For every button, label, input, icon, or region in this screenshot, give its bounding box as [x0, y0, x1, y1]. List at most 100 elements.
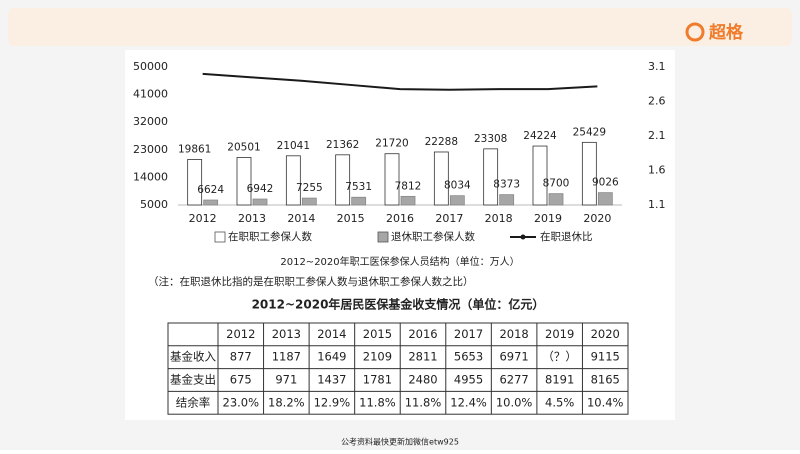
bar [581, 141, 597, 206]
table-cell: 11.8% [359, 395, 396, 409]
table: 2012 2013 2014 2015 2016 2017 2018 2019 2020 基金收入… [167, 322, 629, 415]
table-cell: 1437 [317, 373, 346, 387]
data-label: 8373 [493, 179, 520, 191]
table-cell: 8165 [591, 373, 620, 387]
x-tick-label: 2020 [583, 212, 611, 225]
row-label: 基金收入 [170, 350, 216, 364]
y2-tick-label: 3.1 [648, 60, 666, 73]
table-header: 2014 [317, 327, 346, 341]
table-cell: 6971 [499, 350, 528, 364]
bar [285, 155, 301, 206]
x-tick-label: 2018 [485, 212, 513, 225]
table-header: 2020 [591, 327, 620, 341]
table-cell: 1781 [363, 373, 392, 387]
x-tick-label: 2019 [534, 212, 562, 225]
table-header: 2015 [363, 327, 392, 341]
data-label: 23308 [474, 133, 507, 145]
y2-tick-label: 1.6 [648, 164, 666, 177]
chart-note: （注：在职退休比指的是在职职工参保人数与退休职工参保人数之比） [148, 275, 474, 288]
brand: 超格 [709, 22, 744, 43]
bar [187, 159, 203, 206]
data-label: 19861 [178, 143, 211, 155]
bar [335, 154, 351, 206]
table-cell: 9115 [591, 350, 620, 364]
table-header: 2012 [226, 327, 255, 341]
legend-swatch [214, 231, 226, 243]
table-header: 2016 [408, 327, 437, 341]
chart-caption: 2012~2020年职工医保参保人员结构（单位：万人） [280, 255, 519, 268]
data-label: 9026 [592, 177, 619, 189]
bar [548, 193, 564, 206]
row-label: 基金支出 [170, 373, 216, 387]
table-cell: 971 [275, 373, 297, 387]
table-cell: 6277 [499, 373, 528, 387]
bar [351, 196, 367, 206]
table-cell: 23.0% [223, 395, 260, 409]
table-cell: 10.0% [496, 395, 533, 409]
data-label: 7255 [296, 182, 323, 194]
table-header: 2018 [499, 327, 528, 341]
table-cell: 11.8% [405, 395, 442, 409]
table-cell: 675 [230, 373, 252, 387]
legend-swatch [377, 231, 389, 243]
table-cell: 12.9% [314, 395, 351, 409]
bar [449, 195, 465, 206]
x-tick-label: 2012 [189, 212, 217, 225]
bar [483, 148, 499, 206]
y-tick-label: 32000 [133, 115, 168, 128]
table-cell: 2811 [408, 350, 437, 364]
data-label: 7812 [395, 180, 422, 192]
table-cell: （？） [542, 350, 577, 364]
data-label: 7531 [345, 181, 372, 193]
legend-label: 在职退休比 [540, 230, 593, 243]
table-cell: 10.4% [587, 395, 624, 409]
x-tick-label: 2013 [238, 212, 266, 225]
bar [203, 199, 219, 206]
x-tick-label: 2015 [337, 212, 365, 225]
data-label: 8700 [543, 178, 570, 190]
chart: 5000 14000 23000 32000 41000 50000 1.1 1.6 2.1 2.… [133, 60, 666, 243]
y-tick-label: 14000 [133, 170, 168, 183]
data-label: 6624 [197, 184, 224, 196]
bar [499, 194, 515, 206]
y-tick-label: 5000 [140, 198, 168, 211]
data-label: 21362 [326, 139, 359, 151]
data-label: 20501 [227, 141, 260, 153]
table-cell: 2480 [408, 373, 437, 387]
bar [597, 192, 613, 206]
table-cell: 12.4% [450, 395, 487, 409]
line [202, 72, 598, 91]
y2-tick-label: 1.1 [648, 198, 666, 211]
brand-icon [685, 22, 705, 42]
table-cell: 1649 [317, 350, 346, 364]
y-tick-label: 50000 [133, 60, 168, 73]
table-cell: 2109 [363, 350, 392, 364]
data-label: 6942 [247, 183, 274, 195]
table-cell: 18.2% [268, 395, 305, 409]
row-label: 结余率 [176, 395, 211, 409]
bar [236, 157, 252, 206]
data-label: 22288 [425, 136, 458, 148]
footer: 公考资料最快更新加微信etw925 [341, 437, 459, 447]
table-title: 2012~2020年居民医保基金收支情况（单位：亿元） [252, 297, 545, 312]
bar [433, 151, 449, 206]
x-tick-label: 2017 [435, 212, 463, 225]
bar [400, 195, 416, 206]
legend-label: 退休职工参保人数 [391, 230, 475, 243]
table-cell: 4955 [454, 373, 483, 387]
data-label: 25429 [573, 126, 606, 138]
x-tick-label: 2014 [287, 212, 315, 225]
table-cell: 8191 [545, 373, 574, 387]
table-cell: 4.5% [545, 395, 574, 409]
data-label: 21041 [277, 140, 310, 152]
y2-tick-label: 2.6 [648, 95, 666, 108]
legend-marker [520, 234, 526, 240]
y2-tick-label: 2.1 [648, 129, 666, 142]
legend-label: 在职职工参保人数 [228, 230, 312, 243]
data-label: 24224 [523, 130, 557, 142]
table-header: 2013 [272, 327, 301, 341]
bar [252, 198, 268, 206]
table-header: 2019 [545, 327, 574, 341]
bar [532, 145, 548, 206]
